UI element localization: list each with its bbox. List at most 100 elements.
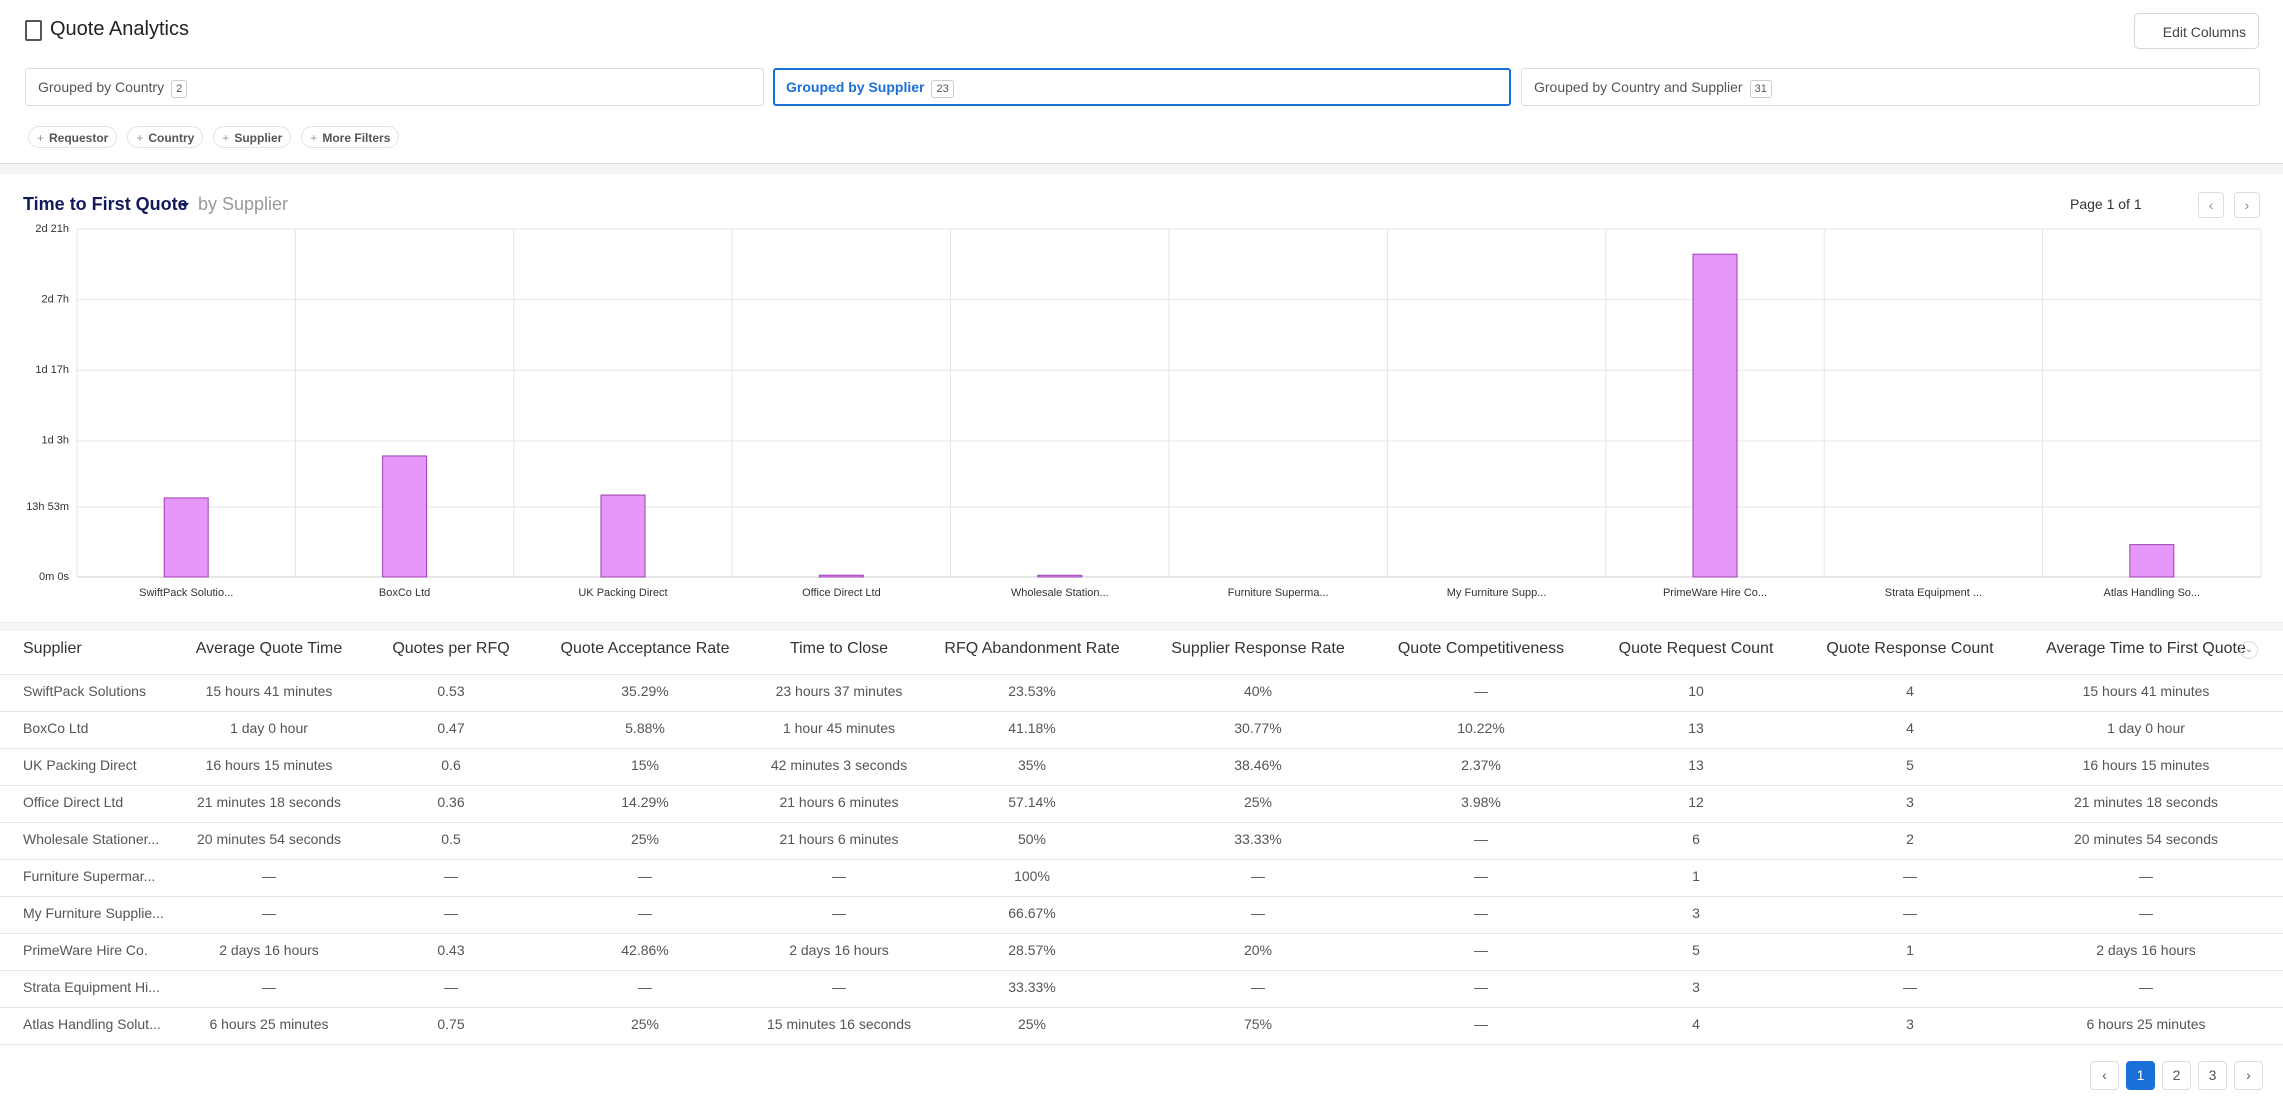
tab-count: 31 xyxy=(1749,80,1772,98)
group-tab[interactable]: Grouped by Country 2 xyxy=(25,68,764,106)
page-button[interactable]: 2 xyxy=(2162,1061,2191,1090)
column-header[interactable]: Quote Competitiveness xyxy=(1397,640,1565,657)
table-cell: 2.37% xyxy=(1461,757,1501,773)
table-cell: — xyxy=(1474,1016,1488,1032)
table-cell: BoxCo Ltd xyxy=(23,720,89,736)
table-cell: 3 xyxy=(1906,1016,1914,1032)
column-header[interactable]: Quote Acceptance Rate xyxy=(560,640,730,657)
bar xyxy=(2129,544,2175,578)
table-cell: 21 minutes 18 seconds xyxy=(2074,794,2218,810)
column-header[interactable]: Time to Close xyxy=(789,640,889,657)
header-line xyxy=(0,674,2283,675)
tab-label: Grouped by Country and Supplier xyxy=(1534,79,1743,95)
table-cell: 15% xyxy=(630,757,660,773)
table-cell: 5.88% xyxy=(625,720,665,736)
table-cell: 4 xyxy=(1906,720,1914,736)
x-tick-label: Atlas Handling So... xyxy=(2103,587,2200,599)
chart-next[interactable]: › xyxy=(2234,192,2260,218)
filter-chip[interactable]: More Filters xyxy=(301,126,400,149)
table-cell: — xyxy=(2139,868,2153,884)
edit-columns-button[interactable]: Edit Columns xyxy=(2134,13,2259,49)
table-cell: 1 day 0 hour xyxy=(2107,720,2185,736)
y-tick-label: 1d 3h xyxy=(41,435,69,447)
group-tab[interactable]: Grouped by Country and Supplier 31 xyxy=(1521,68,2260,106)
table-cell: 25% xyxy=(1017,1016,1047,1032)
table-cell: Wholesale Stationer... xyxy=(23,831,160,847)
table-cell: 30.77% xyxy=(1234,720,1282,736)
x-tick-label: Office Direct Ltd xyxy=(802,587,881,599)
table-cell: 35.29% xyxy=(621,683,669,699)
page-button[interactable]: 1 xyxy=(2126,1061,2155,1090)
table-cell: — xyxy=(832,979,846,995)
table-cell: 14.29% xyxy=(621,794,669,810)
table-cell: 0.47 xyxy=(437,720,465,736)
page-next[interactable]: › xyxy=(2234,1061,2263,1090)
page-button[interactable]: 3 xyxy=(2198,1061,2227,1090)
table-cell: 21 minutes 18 seconds xyxy=(197,794,341,810)
column-header[interactable]: Average Time to First Quote xyxy=(2046,640,2246,657)
table-cell: 42.86% xyxy=(621,942,669,958)
chart: 0m 0s 13h 53m 1d 3h 1d 17h 2d 7h 2d 21h SwiftP… xyxy=(26,223,2262,599)
bar xyxy=(1692,253,1738,578)
table-cell: 10 xyxy=(1688,683,1704,699)
table-cell: 16 hours 15 minutes xyxy=(2082,757,2210,773)
table-cell: 13 xyxy=(1688,757,1704,773)
table-cell: 2 days 16 hours xyxy=(219,942,319,958)
table-cell: 75% xyxy=(1243,1016,1273,1032)
group-tab[interactable]: Grouped by Supplier 23 xyxy=(773,68,1511,106)
table-cell: 57.14% xyxy=(1008,794,1056,810)
table-cell: 25% xyxy=(630,1016,660,1032)
column-header[interactable]: Quotes per RFQ xyxy=(392,640,510,657)
table-cell: 3.98% xyxy=(1461,794,1501,810)
table-cell: — xyxy=(1251,979,1265,995)
column-header[interactable]: RFQ Abandonment Rate xyxy=(944,640,1120,657)
column-header[interactable]: Average Quote Time xyxy=(195,640,343,657)
filter-chip[interactable]: Supplier xyxy=(213,126,292,149)
chart-prev[interactable]: ‹ xyxy=(2198,192,2224,218)
column-header[interactable]: Supplier Response Rate xyxy=(1171,640,1345,657)
filter-chip[interactable]: Country xyxy=(127,126,204,149)
table-cell: UK Packing Direct xyxy=(23,757,137,773)
tab-label: Grouped by Country xyxy=(38,79,165,95)
y-tick-label: 1d 17h xyxy=(35,364,69,376)
column-menu[interactable]: ⌄ xyxy=(2240,641,2258,659)
table-cell: — xyxy=(1251,905,1265,921)
table-cell: 50% xyxy=(1017,831,1047,847)
table-cell: 2 days 16 hours xyxy=(2096,942,2196,958)
tab-count: 2 xyxy=(171,80,188,98)
table-cell: My Furniture Supplie... xyxy=(23,905,164,921)
table-cell: 6 xyxy=(1692,831,1700,847)
table-cell: — xyxy=(444,905,458,921)
table-cell: Atlas Handling Solut... xyxy=(23,1016,161,1032)
table-cell: 6 hours 25 minutes xyxy=(209,1016,329,1032)
table-cell: — xyxy=(638,979,652,995)
table-cell: 0.53 xyxy=(437,683,465,699)
table-cell: Strata Equipment Hi... xyxy=(23,979,160,995)
table-cell: 16 hours 15 minutes xyxy=(205,757,333,773)
y-tick-label: 2d 7h xyxy=(41,294,69,306)
x-tick-label: UK Packing Direct xyxy=(578,587,667,599)
chart-title[interactable]: Time to First Quote xyxy=(23,194,188,214)
row-line xyxy=(0,896,2283,897)
column-header[interactable]: Supplier xyxy=(23,640,82,657)
divider xyxy=(0,622,2283,631)
dropdown-caret xyxy=(181,203,189,208)
table-cell: 33.33% xyxy=(1234,831,1282,847)
row-line xyxy=(0,970,2283,971)
table-cell: 66.67% xyxy=(1008,905,1056,921)
column-header[interactable]: Quote Request Count xyxy=(1618,640,1774,657)
table-cell: 21 hours 6 minutes xyxy=(779,794,899,810)
row-line xyxy=(0,1044,2283,1045)
filter-chip[interactable]: Requestor xyxy=(28,126,118,149)
table-cell: 13 xyxy=(1688,720,1704,736)
table-cell: 1 xyxy=(1692,868,1700,884)
column-header[interactable]: Quote Response Count xyxy=(1826,640,1994,657)
table-cell: 4 xyxy=(1906,683,1914,699)
table-cell: 6 hours 25 minutes xyxy=(2086,1016,2206,1032)
table-cell: — xyxy=(2139,905,2153,921)
page-prev[interactable]: ‹ xyxy=(2090,1061,2119,1090)
table-cell: 42 minutes 3 seconds xyxy=(770,757,908,773)
table-cell: 0.36 xyxy=(437,794,465,810)
table-cell: — xyxy=(1474,868,1488,884)
